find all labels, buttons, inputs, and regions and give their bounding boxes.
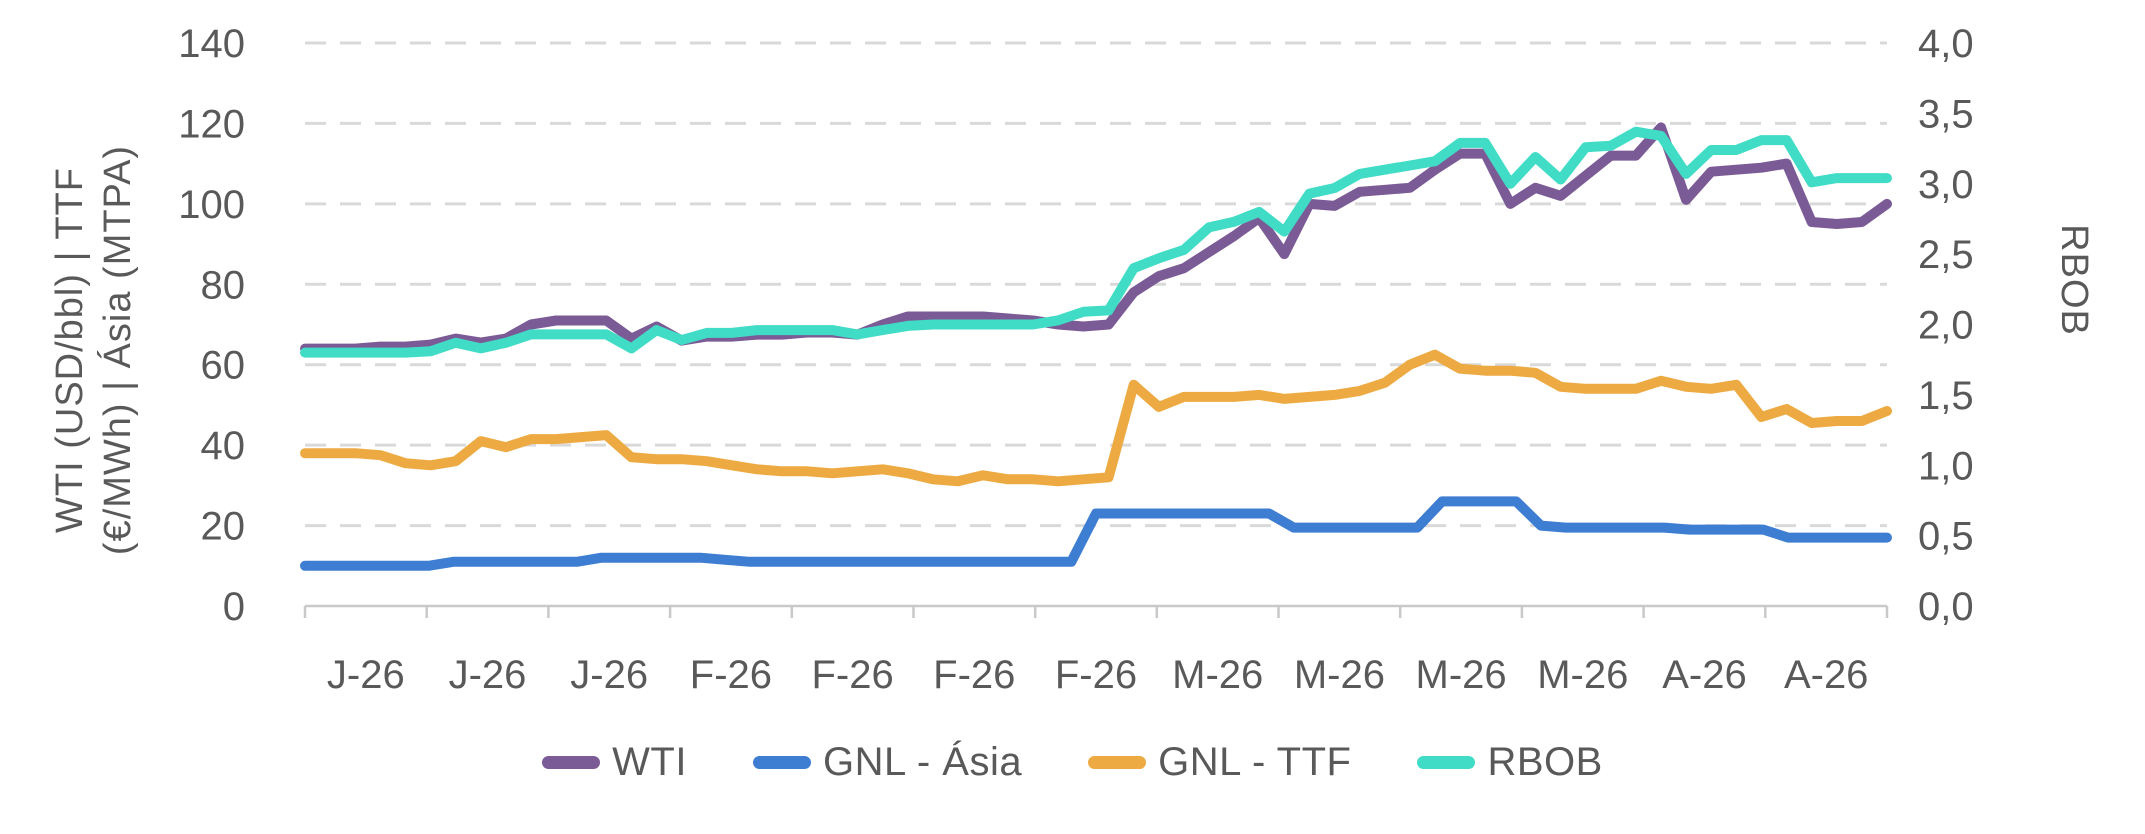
x-axis-tick-label: F-26 xyxy=(933,653,1015,697)
y-axis-left-title-line2: (€/MWh) | Ásia (MTPA) xyxy=(96,145,139,555)
legend-item-gnl-ttf: GNL - TTF xyxy=(1088,740,1351,785)
series-line-gnl-asia xyxy=(300,496,1892,571)
series-line-gnl-ttf xyxy=(300,349,1892,487)
legend-item-wti: WTI xyxy=(542,740,687,785)
x-axis-tick-label: M-26 xyxy=(1537,653,1628,697)
chart-legend: WTI GNL - Ásia GNL - TTF RBOB xyxy=(0,740,2145,785)
y-axis-right-tick-label: 3,0 xyxy=(1918,163,1974,207)
x-axis-tick-label: A-26 xyxy=(1784,653,1869,697)
series-line-rbob xyxy=(300,126,1892,358)
x-axis-tick-label: M-26 xyxy=(1294,653,1385,697)
legend-label-gnl-ttf: GNL - TTF xyxy=(1158,740,1352,784)
legend-swatch-gnl-asia xyxy=(752,756,811,769)
y-axis-left-tick-label: 140 xyxy=(178,22,245,66)
legend-swatch-wti xyxy=(542,756,601,769)
x-axis-tick-label: J-26 xyxy=(570,653,648,697)
x-axis-tick-label: M-26 xyxy=(1172,653,1263,697)
y-axis-left-tick-label: 100 xyxy=(178,183,245,227)
legend-swatch-rbob xyxy=(1417,756,1476,769)
y-axis-right-tick-label: 0,0 xyxy=(1918,585,1974,629)
legend-swatch-gnl-ttf xyxy=(1088,756,1147,769)
y-axis-left-tick-label: 0 xyxy=(223,585,245,629)
legend-label-gnl-asia: GNL - Ásia xyxy=(822,740,1023,784)
legend-item-gnl-asia: GNL - Ásia xyxy=(752,740,1023,785)
y-axis-right-title: RBOB xyxy=(2053,224,2095,336)
y-axis-left-tick-label: 80 xyxy=(201,263,246,307)
y-axis-left-tick-label: 40 xyxy=(201,424,246,468)
x-axis-tick-label: F-26 xyxy=(690,653,772,697)
y-axis-right-tick-label: 1,0 xyxy=(1918,444,1974,488)
legend-label-rbob: RBOB xyxy=(1487,740,1603,784)
y-axis-right-tick-label: 2,5 xyxy=(1918,233,1974,277)
y-axis-right-tick-label: 2,0 xyxy=(1918,304,1974,348)
y-axis-left-tick-label: 120 xyxy=(178,102,245,146)
series-line-wti xyxy=(300,122,1892,354)
y-axis-right-tick-label: 3,5 xyxy=(1918,92,1974,136)
x-axis-tick-label: F-26 xyxy=(1055,653,1137,697)
y-axis-left-tick-label: 60 xyxy=(201,344,246,388)
legend-label-wti: WTI xyxy=(612,740,687,784)
y-axis-right-tick-label: 1,5 xyxy=(1918,374,1974,418)
x-axis-tick-label: F-26 xyxy=(811,653,893,697)
y-axis-left-title-line1: WTI (USD/bbl) | TTF xyxy=(49,167,91,533)
x-axis-tick-label: J-26 xyxy=(327,653,405,697)
legend-item-rbob: RBOB xyxy=(1417,740,1602,785)
x-axis-tick-label: A-26 xyxy=(1662,653,1747,697)
x-axis-tick-label: M-26 xyxy=(1416,653,1507,697)
y-axis-left-tick-label: 20 xyxy=(201,505,246,549)
y-axis-right-tick-label: 4,0 xyxy=(1918,22,1974,66)
y-axis-right-tick-label: 0,5 xyxy=(1918,515,1974,559)
x-axis-tick-label: J-26 xyxy=(449,653,527,697)
